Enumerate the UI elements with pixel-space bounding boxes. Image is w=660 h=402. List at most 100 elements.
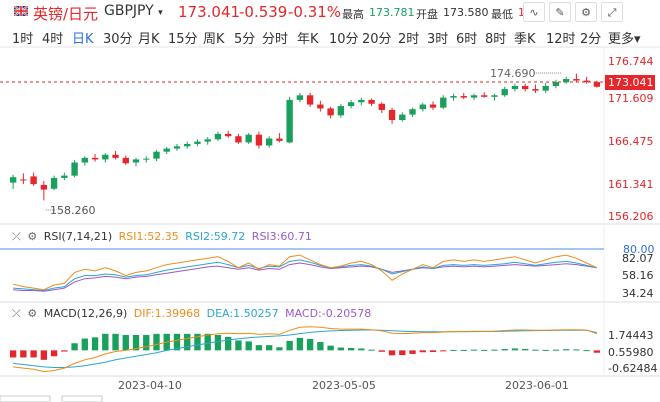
period-tab-7[interactable]: 5分 [234, 32, 256, 47]
macd-bar [40, 350, 48, 360]
candle-body [255, 134, 263, 146]
symbol-code: GBPJPY [104, 3, 154, 19]
time-label: 2023-04-10 [118, 379, 182, 392]
candle-body [511, 86, 519, 90]
macd-bar [470, 349, 478, 351]
open-value: 173.580 [443, 6, 489, 19]
candle-body [50, 177, 58, 189]
macd-bar [143, 335, 150, 351]
rsi-tick: 80.00 [623, 243, 655, 256]
period-tab-13[interactable]: 3时 [427, 32, 449, 47]
macd-bar [194, 333, 201, 351]
candle-body [91, 157, 99, 160]
price-tick: 156.206 [608, 210, 654, 223]
macd-bar [214, 335, 222, 351]
quote-header: 英镑/日元 GBPJPY ▾ 173.041 -0.539 -0.31% 最高 … [0, 0, 660, 24]
period-tab-8[interactable]: 分时 [262, 32, 289, 47]
macd-bar [368, 349, 375, 351]
current-price-tag [605, 75, 655, 90]
candle-body [9, 177, 17, 183]
period-tab-11[interactable]: 20分 [362, 32, 392, 47]
price-change: -0.539 [239, 3, 288, 21]
period-tab-12[interactable]: 2时 [398, 32, 420, 47]
dea-value: DEA:1.50257 [206, 307, 279, 320]
period-tab-19[interactable]: 更多▾ [608, 32, 641, 47]
candle-body [399, 114, 406, 120]
macd-bar [460, 349, 467, 351]
macd-bar [440, 350, 447, 352]
rsi-tick: 58.16 [622, 269, 654, 282]
macd-bar [511, 348, 519, 351]
candle-body [573, 79, 580, 81]
period-tab-15[interactable]: 8时 [485, 32, 507, 47]
macd-bar [481, 349, 488, 351]
gear-icon[interactable]: ⚙ [575, 2, 597, 22]
macd-bar [450, 349, 457, 351]
period-tab-0[interactable]: 1时 [12, 32, 34, 47]
collapse-icon[interactable]: ⤫ [12, 307, 21, 320]
period-tab-18[interactable]: 2分 [580, 32, 602, 47]
price-tick: 176.744 [608, 55, 654, 68]
period-tab-4[interactable]: 月K [138, 32, 160, 47]
fullscreen-icon[interactable]: ⤢ [601, 2, 623, 22]
rsi-tick: 82.07 [622, 252, 654, 265]
time-label: 2023-06-01 [505, 379, 569, 392]
candle-body [470, 95, 478, 98]
open-label: 开盘 [416, 8, 438, 21]
gear-icon[interactable]: ⚙ [27, 230, 38, 243]
chart-toolbar: ∿ ✎ ⚙ ⤢ [523, 2, 623, 22]
price-tick: 161.341 [608, 178, 654, 191]
pencil-icon[interactable]: ✎ [549, 2, 571, 22]
candle-body [522, 86, 529, 90]
uk-flag-icon [14, 6, 28, 16]
candle-body [214, 133, 222, 140]
macd-bar [542, 349, 549, 351]
macd-value: MACD:-0.20578 [285, 307, 372, 320]
candle-body [440, 97, 447, 108]
period-tab-17[interactable]: 12时 [546, 32, 576, 47]
candle-body [296, 95, 304, 100]
macd-bar [337, 347, 345, 351]
period-tab-2[interactable]: 日K [72, 32, 94, 47]
candle-body [122, 157, 129, 164]
macd-bar [71, 343, 78, 351]
candle-body [71, 162, 78, 176]
macd-tick: 0.55980 [608, 346, 654, 359]
period-tab-10[interactable]: 10分 [329, 32, 359, 47]
low-marker: 158.260 [50, 204, 96, 217]
rsi3-line [13, 262, 597, 292]
macd-bar [378, 350, 385, 352]
candle-body [204, 139, 211, 142]
symbol-selector[interactable]: GBPJPY ▾ [104, 3, 163, 19]
candle-body [245, 134, 252, 143]
period-tab-3[interactable]: 30分 [103, 32, 133, 47]
compare-icon[interactable]: ∿ [523, 2, 545, 22]
rsi3-value: RSI3:60.71 [251, 230, 312, 243]
collapse-icon[interactable]: ⤫ [12, 230, 21, 243]
period-tab-5[interactable]: 15分 [168, 32, 198, 47]
macd-bar [399, 350, 406, 356]
price-change-pct: -0.31% [288, 3, 342, 21]
macd-bar [409, 350, 416, 354]
macd-bar [112, 333, 119, 351]
macd-bar [317, 342, 324, 351]
high-label: 最高 [342, 8, 364, 21]
rsi-tick: 34.24 [622, 287, 654, 300]
candle-body [265, 138, 273, 146]
period-tab-14[interactable]: 6时 [456, 32, 478, 47]
candle-body [327, 108, 334, 116]
period-tab-16[interactable]: 季K [514, 32, 536, 47]
candle-body [225, 133, 232, 137]
period-tab-9[interactable]: 年K [297, 32, 319, 47]
macd-bar [50, 350, 58, 357]
candle-body [276, 138, 283, 141]
macd-bar [225, 336, 232, 351]
gear-icon[interactable]: ⚙ [27, 307, 38, 320]
period-tab-6[interactable]: 周K [203, 32, 225, 47]
period-tab-1[interactable]: 4时 [42, 32, 64, 47]
macd-title: MACD(12,26,9) [43, 307, 128, 320]
price-tick: 166.475 [608, 135, 654, 148]
scroll-handle-left [0, 395, 51, 402]
candle-body [40, 184, 48, 190]
